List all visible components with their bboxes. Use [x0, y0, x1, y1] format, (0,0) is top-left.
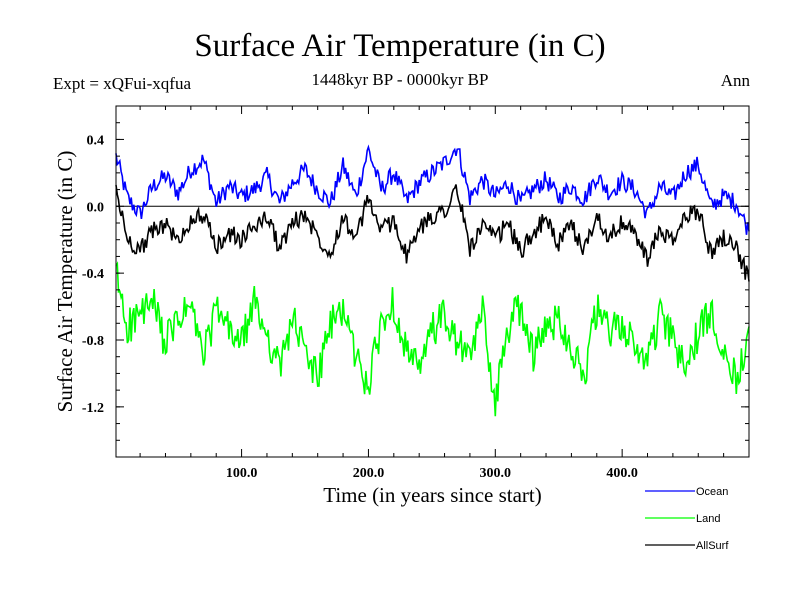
- x-tick-label: 300.0: [480, 466, 512, 481]
- y-tick-label: -0.4: [82, 267, 104, 282]
- legend: Ocean Land AllSurf: [645, 486, 729, 552]
- experiment-label: Expt = xQFui-xqfua: [53, 74, 192, 93]
- y-tick-label: -1.2: [82, 401, 104, 416]
- series-line-allsurf: [115, 184, 750, 282]
- x-axis-label: Time (in years since start): [323, 483, 542, 507]
- y-tick-label: 0.4: [87, 133, 105, 148]
- plot-frame: [115, 105, 750, 458]
- x-tick-label: 200.0: [353, 466, 385, 481]
- chart-title: Surface Air Temperature (in C): [194, 28, 606, 64]
- series-line-ocean: [115, 144, 750, 235]
- legend-label-ocean: Ocean: [696, 486, 728, 498]
- x-tick-label: 100.0: [226, 466, 258, 481]
- period-label: 1448kyr BP - 0000kyr BP: [311, 70, 489, 89]
- legend-label-land: Land: [696, 513, 720, 525]
- y-axis-label: Surface Air Temperature (in C): [53, 151, 77, 413]
- series-line-land: [115, 261, 750, 417]
- x-tick-label: 400.0: [606, 466, 638, 481]
- season-label: Ann: [720, 71, 750, 90]
- legend-label-allsurf: AllSurf: [696, 540, 729, 552]
- y-tick-label: 0.0: [87, 200, 105, 215]
- y-tick-label: -0.8: [82, 334, 104, 349]
